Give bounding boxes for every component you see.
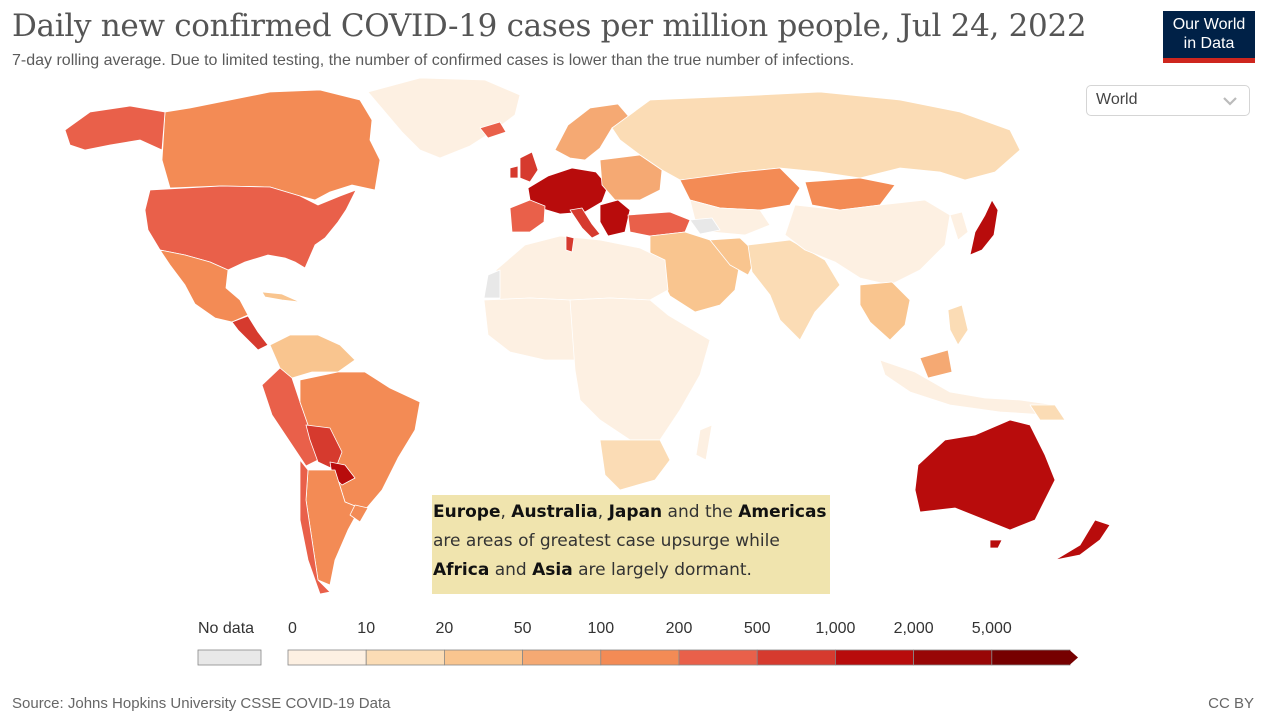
legend-overflow-arrow [1069,650,1078,665]
license-link[interactable]: CC BY [1208,695,1254,712]
australia [914,419,1056,531]
chile [299,459,331,595]
legend-swatch [287,649,367,666]
tasmania [989,539,1003,549]
legend-tick-label: 20 [435,620,454,637]
chart-subtitle: 7-day rolling average. Due to limited te… [12,52,855,69]
annotation-line-3: Africa and Asia are largely dormant. [433,560,752,580]
russia-central-asia [611,91,1021,236]
legend-swatch [522,649,602,666]
annotation-asia: Asia [532,560,573,580]
mexico [159,249,249,323]
russia [611,91,1021,181]
north-africa [495,235,669,301]
korea [949,211,969,241]
cuba [261,291,301,303]
indonesia [879,359,1056,416]
canada [161,89,381,201]
new-zealand [1054,519,1111,561]
owid-logo[interactable]: Our World in Data [1163,11,1255,63]
annotation-line-2: are areas of greatest case upsurge while [433,531,780,551]
legend-tick-label: 500 [743,620,771,637]
north-america [64,77,521,351]
region-select-value: World [1096,91,1138,108]
central-east-africa [569,297,711,441]
central-america [231,315,269,351]
greenland [367,77,521,159]
legend-no-data-label: No data [198,620,255,637]
africa [483,235,713,491]
south-america [261,334,421,595]
legend-swatch [600,649,680,666]
legend-swatch [991,649,1071,666]
annotation-americas: Americas [738,502,827,522]
world-map[interactable] [0,75,1268,605]
legend-tick-label: 1,000 [815,620,856,637]
tunisia [565,235,575,253]
iceland [479,121,507,139]
annotation-africa: Africa [433,560,490,580]
annotation-box: Europe, Australia, Japan and the America… [432,495,830,594]
region-select[interactable]: World [1086,85,1250,116]
legend-swatch [756,649,836,666]
annotation-japan: Japan [608,502,663,522]
legend-swatch [365,649,445,666]
caucasus [689,217,721,235]
chevron-down-icon [1223,97,1237,106]
source-note[interactable]: Source: Johns Hopkins University CSSE CO… [12,695,391,712]
legend-tick-label: 10 [357,620,376,637]
europe [479,103,691,239]
west-africa [483,297,586,361]
legend-swatch [678,649,758,666]
legend-tick-label: 5,000 [971,620,1012,637]
legend-swatch [913,649,993,666]
asia [649,199,1056,416]
spain-portugal [509,199,546,233]
legend-swatch [835,649,915,666]
logo-line-2: in Data [1183,35,1235,52]
legend-tick-label: 200 [665,620,693,637]
legend-no-data-swatch [197,649,262,666]
annotation-europe: Europe [433,502,501,522]
western-sahara [483,269,501,299]
united-kingdom [519,151,539,183]
legend-tick-label: 0 [288,620,297,637]
uruguay [349,504,369,523]
balkans-greece [599,199,631,237]
ireland [509,165,519,179]
annotation-line-1: Europe, Australia, Japan and the America… [433,502,827,522]
madagascar [695,424,713,461]
southern-africa [599,439,671,491]
china [784,199,951,286]
alaska [64,105,166,151]
southeast-asia [859,281,911,341]
papua-new-guinea [1029,404,1066,421]
annotation-australia: Australia [511,502,598,522]
legend-swatch [443,649,523,666]
chart-title: Daily new confirmed COVID-19 cases per m… [12,8,1087,44]
japan [969,199,999,256]
legend-tick-label: 50 [513,620,532,637]
legend-tick-label: 2,000 [893,620,934,637]
malaysia [919,349,953,379]
oceania [914,404,1111,561]
philippines [947,304,969,346]
legend-bins [287,649,1078,666]
italy [569,207,601,239]
legend-tick-label: 100 [587,620,615,637]
logo-line-1: Our World [1172,16,1246,33]
